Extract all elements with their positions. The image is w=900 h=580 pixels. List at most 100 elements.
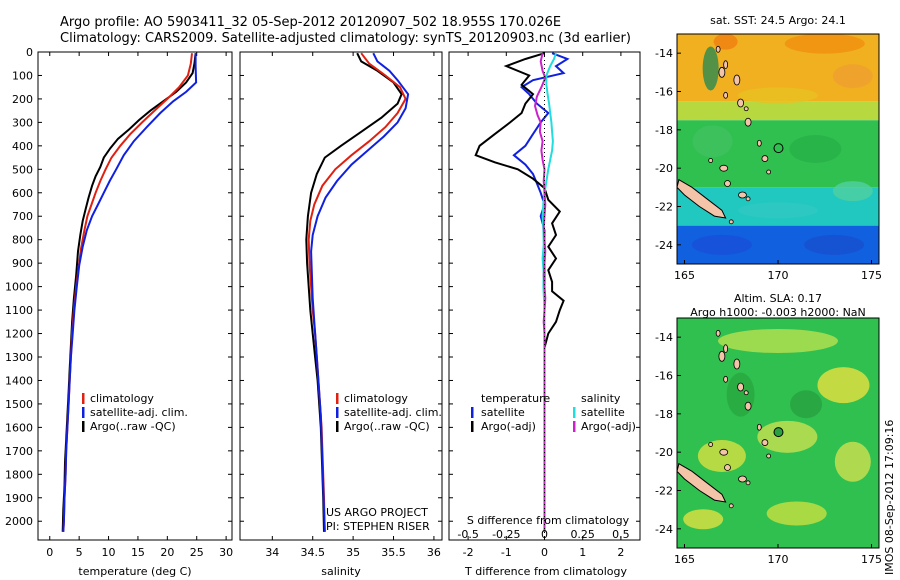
lat-tick-label: -22 [655, 201, 673, 214]
pi-annotation: PI: STEPHEN RISER [326, 520, 430, 533]
map-colour-band [677, 101, 879, 121]
island [718, 350, 726, 362]
lat-tick-label: -14 [655, 331, 673, 344]
legend-swatch [82, 407, 85, 418]
island [756, 423, 762, 431]
island [766, 169, 772, 175]
timestamp-stamp: IMOS 08-Sep-2012 17:09:16 [883, 420, 896, 575]
x-tick-label: 34 [265, 546, 279, 559]
island [743, 106, 749, 112]
depth-tick-label: 300 [12, 116, 33, 129]
legend-swatch [573, 421, 576, 432]
lon-tick-label: 175 [861, 269, 882, 282]
lat-tick-label: -22 [655, 485, 673, 498]
depth-tick-label: 400 [12, 140, 33, 153]
island [718, 66, 726, 78]
x-tick-label: 0 [541, 546, 548, 559]
sst-map-title: sat. SST: 24.5 Argo: 24.1 [710, 14, 846, 27]
depth-tick-label: 1600 [5, 421, 33, 434]
legend-title-salinity: salinity [581, 392, 621, 405]
island [719, 448, 729, 456]
argo-float-marker [773, 143, 784, 154]
series-line-climatology [62, 53, 193, 532]
x-tick-label: 5 [76, 546, 83, 559]
island [728, 503, 734, 509]
depth-tick-label: 1800 [5, 468, 33, 481]
s-tick-label: 0 [541, 528, 548, 541]
island [733, 358, 741, 370]
legend-title-temperature: temperature [481, 392, 550, 405]
x-tick-label: 1 [579, 546, 586, 559]
s-tick-label: 0.5 [612, 528, 630, 541]
depth-tick-label: 900 [12, 257, 33, 270]
x-tick-label: 36 [427, 546, 441, 559]
x-tick-label: 35.5 [381, 546, 406, 559]
map-field-blotch [697, 440, 746, 472]
island [743, 390, 749, 396]
depth-tick-label: 700 [12, 210, 33, 223]
island [766, 453, 772, 459]
legend-item: satellite [481, 406, 525, 419]
depth-tick-label: 1700 [5, 445, 33, 458]
x-tick-label: -1 [501, 546, 512, 559]
island [744, 401, 752, 411]
island [761, 439, 769, 446]
lon-tick-label: 175 [861, 553, 882, 566]
depth-tick-label: 0 [26, 46, 33, 59]
map-field-blotch [692, 125, 733, 158]
island [715, 45, 721, 53]
x-tick-label: 35 [346, 546, 360, 559]
map-field-blotch [718, 329, 838, 353]
map-field-blotch [804, 234, 865, 255]
island [719, 164, 729, 172]
lat-tick-label: -16 [655, 370, 673, 383]
temperature-axis-label: temperature (deg C) [78, 565, 191, 578]
depth-tick-label: 1400 [5, 374, 33, 387]
lat-tick-label: -18 [655, 124, 673, 137]
salinity-axis-label: salinity [321, 565, 361, 578]
map-field-blotch [738, 87, 818, 104]
series-line-satellite-adj-clim- [62, 53, 198, 532]
sla-map-panel: 165 170 175 -14 -16 -18 -20 -22 -24 [655, 317, 882, 566]
depth-tick-label: 1900 [5, 492, 33, 505]
lon-tick-label: 165 [674, 269, 695, 282]
s-tick-label: -0.5 [457, 528, 478, 541]
lat-tick-label: -20 [655, 446, 673, 459]
map-field-blotch [738, 202, 818, 219]
plot-frame [239, 51, 443, 541]
series-line-satellite-adj-clim- [310, 52, 410, 532]
island [723, 375, 729, 383]
t-difference-axis-label: T difference from climatology [464, 565, 627, 578]
legend-item: climatology [344, 392, 408, 405]
s-tick-label: 0.25 [570, 528, 595, 541]
series-line-argo-raw-qc- [61, 53, 197, 532]
map-field-blotch [713, 33, 738, 50]
depth-tick-label: 200 [12, 93, 33, 106]
s-tick-label: -0.25 [492, 528, 520, 541]
depth-tick-label: 600 [12, 187, 33, 200]
legend-item: satellite [581, 406, 625, 419]
map-field-blotch [766, 501, 827, 526]
legend-swatch [336, 407, 339, 418]
lat-tick-label: -16 [655, 86, 673, 99]
depth-tick-label: 1200 [5, 328, 33, 341]
island [738, 475, 747, 483]
legend-item: satellite-adj. clim. [344, 406, 442, 419]
legend-item: Argo(..raw -QC) [90, 420, 176, 433]
lat-tick-label: -20 [655, 162, 673, 175]
depth-tick-label: 1000 [5, 281, 33, 294]
sla-map-title-line-2: Argo h1000: -0.003 h2000: NaN [690, 306, 866, 319]
sst-map-panel: 165 170 175 -14 -16 -18 -20 -22 -24 [655, 33, 882, 282]
temperature-panel: 0100200300400500600700800900100011001200… [5, 46, 233, 559]
argo-float-marker [773, 427, 784, 438]
map-field-blotch [757, 420, 818, 453]
plot-frame [37, 51, 233, 541]
island [737, 98, 744, 108]
x-tick-label: 2 [617, 546, 624, 559]
depth-tick-label: 800 [12, 234, 33, 247]
legend-swatch [82, 421, 85, 432]
island [724, 464, 731, 471]
map-field-blotch [691, 234, 752, 255]
new-caledonia-landmass [676, 178, 727, 219]
